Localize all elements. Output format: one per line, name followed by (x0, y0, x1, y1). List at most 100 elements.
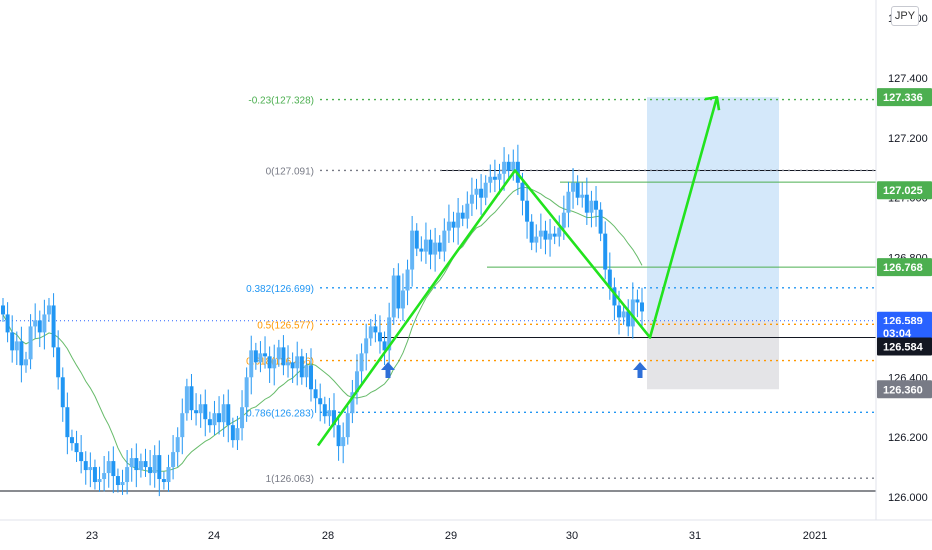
candle-body (157, 455, 162, 480)
candle-body (502, 161, 507, 174)
currency-button[interactable]: JPY (891, 6, 919, 26)
candle-body (423, 239, 428, 252)
moving-average (2, 186, 643, 472)
time-tick-label: 31 (689, 530, 701, 542)
candle-body (69, 437, 74, 444)
candle-body (23, 359, 28, 366)
price-label-tag (877, 88, 932, 107)
candle-body (60, 377, 65, 408)
candle-body (543, 230, 548, 240)
candle-body (359, 353, 364, 372)
candle-body (571, 182, 576, 192)
candle-body (5, 314, 10, 333)
candle-body (79, 452, 84, 462)
candle-body (561, 212, 566, 228)
candle-body (446, 221, 451, 231)
moving-average-line (2, 186, 643, 472)
candle-body (603, 233, 608, 270)
candle-body (341, 437, 346, 447)
candle-body (483, 182, 488, 198)
candle-body (400, 290, 405, 309)
candle-body (1, 305, 5, 315)
candle-body (584, 194, 589, 213)
candle-body (240, 407, 245, 429)
candle-body (387, 317, 392, 351)
candle-body (538, 230, 543, 237)
candle-body (102, 473, 107, 480)
candle-body (171, 452, 176, 468)
candle-body (373, 326, 378, 333)
price-label-text: 126.768 (883, 262, 923, 274)
candle-body (198, 404, 203, 414)
candle-body (46, 305, 51, 315)
harmonic-pattern (316, 95, 721, 447)
profit-zone (647, 97, 779, 321)
candle-body (276, 347, 281, 360)
candle-body (14, 341, 19, 351)
candle-body (129, 458, 134, 468)
price-label-tag (877, 380, 932, 399)
candle-body (465, 203, 470, 219)
candle-body (148, 467, 153, 474)
candle-body (511, 161, 516, 171)
candle-body (10, 332, 15, 351)
up-arrow-icon (633, 362, 647, 378)
candle-body (396, 275, 401, 309)
time-tick-label: 28 (322, 530, 334, 542)
candle-body (364, 338, 369, 354)
candle-body (97, 479, 102, 483)
candle-body (309, 365, 314, 390)
candle-body (295, 356, 300, 369)
candle-body (194, 410, 199, 414)
fib-level-label: 0.5(126.577) (257, 320, 314, 331)
candle-body (552, 233, 557, 237)
candle-body (28, 326, 33, 360)
candle-body (290, 362, 295, 369)
candle-body (106, 461, 111, 474)
candle-body (286, 362, 291, 366)
time-tick-label: 24 (208, 530, 220, 542)
candle-body (19, 341, 24, 366)
candle-body (244, 377, 249, 408)
time-tick-label: 29 (445, 530, 457, 542)
candle-body (433, 242, 438, 255)
candle-body (460, 212, 465, 219)
candle-body (56, 347, 61, 378)
candle-body (350, 392, 355, 414)
candle-body (217, 413, 222, 423)
price-label-text: 127.025 (883, 185, 923, 197)
arrow-head (704, 95, 721, 111)
candle-body (492, 176, 497, 180)
candle-body (382, 341, 387, 351)
candle-body (175, 437, 180, 453)
price-label-tag (877, 258, 932, 277)
candle-body (313, 389, 318, 399)
candle-body (161, 479, 166, 483)
candle-body (184, 386, 189, 414)
candle-body (488, 176, 493, 183)
candle-body (525, 200, 530, 222)
candle-body (327, 410, 332, 417)
candle-body (354, 371, 359, 393)
candle-body (51, 305, 56, 348)
candle-body (451, 221, 456, 228)
candle-body (83, 461, 88, 471)
time-axis[interactable]: 23 24 28 29 30 31 2021 (0, 519, 932, 542)
candle-body (497, 173, 502, 180)
price-label-tag (877, 337, 932, 356)
candle-body (607, 269, 612, 288)
candle-body (557, 227, 562, 237)
candle-body (442, 230, 447, 252)
candle-body (207, 419, 212, 426)
candle-body (111, 461, 116, 477)
candle-body (322, 404, 327, 417)
candle-body (226, 404, 231, 426)
fib-level-label: 1(126.063) (266, 474, 314, 485)
candle-body (318, 398, 323, 405)
candle-body (474, 188, 479, 195)
candle-body (589, 200, 594, 213)
price-tick-label: 127.400 (888, 73, 928, 85)
candle-body (92, 467, 97, 483)
candle-body (138, 461, 143, 471)
